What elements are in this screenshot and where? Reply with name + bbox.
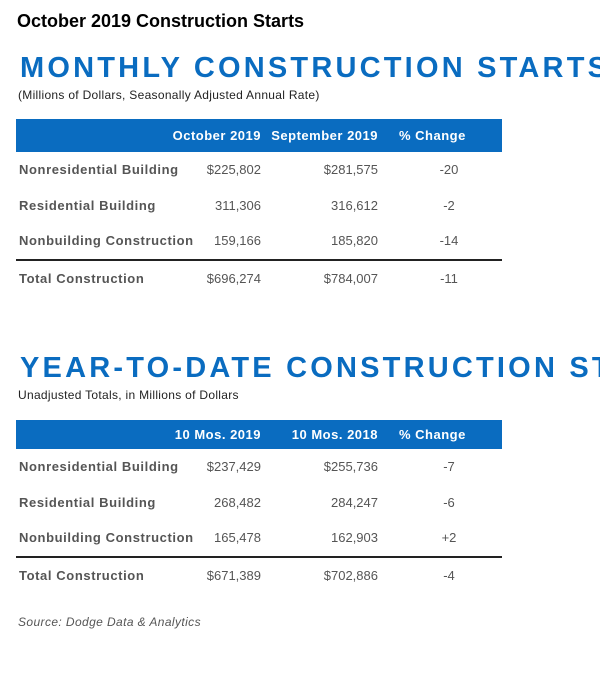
column-header: October 2019 [172,128,261,143]
cell-value: $671,389 [206,567,261,583]
cell-value: $281,575 [323,162,378,177]
cell-value: -6 [443,494,455,510]
column-header: 10 Mos. 2019 [174,427,261,442]
cell-value: $237,429 [206,459,261,474]
row-label: Nonbuilding Construction [19,233,194,248]
table-row: Nonbuilding Construction 165,478 162,903 +2 [16,520,502,556]
row-label: Total Construction [19,270,145,286]
table-row: Nonresidential Building $225,802 $281,575 -… [16,152,502,188]
table-header: October 2019 September 2019 % Change [16,119,502,152]
cell-value: $696,274 [206,270,261,286]
monthly-heading: MONTHLY CONSTRUCTION STARTS [20,52,600,84]
cell-value: 159,166 [214,233,261,248]
total-row: Total Construction $696,274 $784,007 -11 [16,258,502,297]
cell-value: +2 [441,530,457,545]
ytd-subtitle: Unadjusted Totals, in Millions of Dollar… [18,388,239,402]
cell-value: -20 [439,162,459,177]
cell-value: $225,802 [206,162,261,177]
cell-value: 185,820 [331,233,378,248]
source-note: Source: Dodge Data & Analytics [18,615,201,629]
cell-value: -11 [440,270,458,286]
cell-value: -4 [443,567,455,583]
row-label: Nonbuilding Construction [19,530,194,545]
monthly-subtitle: (Millions of Dollars, Seasonally Adjuste… [18,88,320,102]
row-label: Residential Building [19,197,156,213]
monthly-table: October 2019 September 2019 % Change Non… [16,119,502,296]
ytd-table: 10 Mos. 2019 10 Mos. 2018 % Change Nonre… [16,420,502,593]
table-row: Residential Building 268,482 284,247 -6 [16,485,502,521]
table-row: Nonresidential Building $237,429 $255,736 -… [16,449,502,485]
page-title: October 2019 Construction Starts [17,11,305,31]
cell-value: 311,306 [214,197,261,213]
table-row: Residential Building 311,306 316,612 -2 [16,188,502,224]
cell-value: -14 [439,233,459,248]
table-header: 10 Mos. 2019 10 Mos. 2018 % Change [16,420,502,449]
column-header: September 2019 [271,128,378,143]
cell-value: -2 [443,197,455,213]
total-row: Total Construction $671,389 $702,886 -4 [16,555,502,594]
row-label: Total Construction [19,567,145,583]
table-row: Nonbuilding Construction 159,166 185,820 -1… [16,223,502,259]
ytd-heading: YEAR-TO-DATE CONSTRUCTION STARTS [20,352,600,384]
cell-value: 165,478 [214,530,261,545]
column-header: 10 Mos. 2018 [291,427,378,442]
cell-value: -7 [443,459,455,474]
column-header: % Change [399,427,466,442]
cell-value: 316,612 [331,197,378,213]
cell-value: $784,007 [323,270,378,286]
cell-value: $255,736 [323,459,378,474]
row-label: Nonresidential Building [19,459,179,474]
column-header: % Change [399,128,466,143]
cell-value: 268,482 [214,494,261,510]
row-label: Residential Building [19,494,156,510]
row-label: Nonresidential Building [19,162,179,177]
cell-value: 284,247 [331,494,378,510]
cell-value: 162,903 [331,530,378,545]
cell-value: $702,886 [323,567,378,583]
